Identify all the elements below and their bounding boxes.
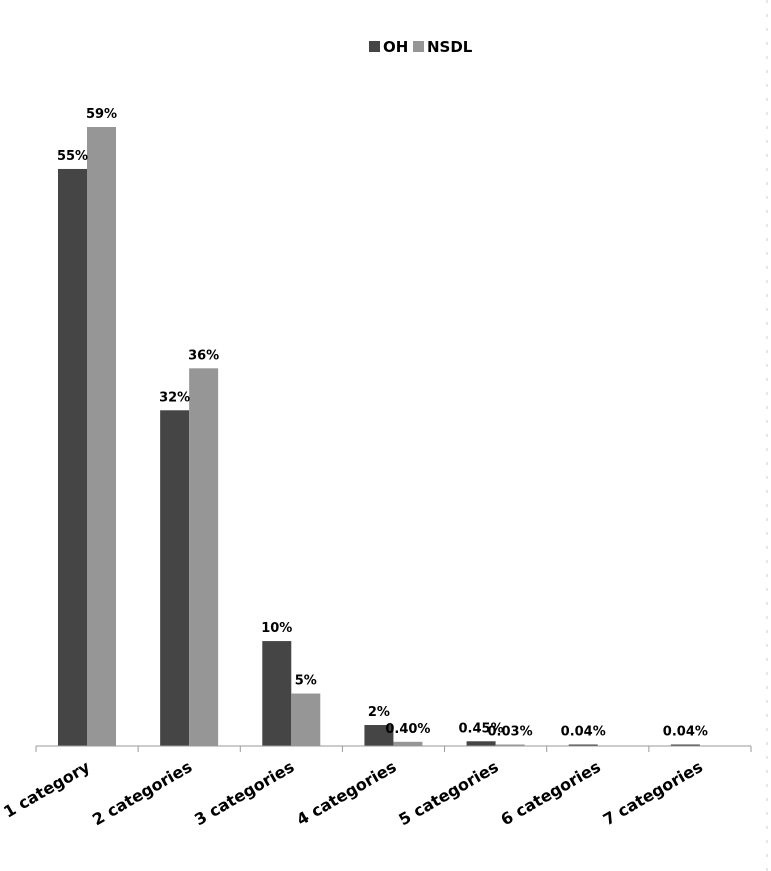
x-tick-label: 6 categories [498,757,604,829]
data-label-oh-7: 0.04% [663,725,708,740]
data-label-nsdl-4: 0.40% [385,722,430,737]
data-label-nsdl-2: 36% [188,348,219,363]
x-tick-label: 7 categories [600,757,706,829]
x-tick-label: 3 categories [191,757,297,829]
bar-oh-4 [364,725,394,746]
data-label-nsdl-3: 5% [295,674,317,689]
bar-oh-1 [58,168,87,747]
data-label-oh-5: 0.45% [459,721,504,736]
bar-oh-6 [568,744,598,746]
bar-nsdl-5 [495,744,525,746]
bar-nsdl-4 [393,741,423,746]
legend: OH NSDL [369,38,473,56]
bar-oh-7 [670,744,700,746]
bar-oh-5 [466,741,496,746]
bar-oh-2 [160,410,190,746]
legend-swatch-nsdl [413,41,424,52]
x-tick-label: 1 category [0,757,93,822]
data-label-oh-6: 0.04% [561,725,606,740]
bar-nsdl-3 [291,693,321,746]
bar-oh-3 [262,641,292,746]
data-label-oh-2: 32% [159,390,190,405]
data-label-nsdl-5: 0.03% [488,725,533,740]
legend-label-oh: OH [383,38,408,56]
bars [58,127,700,747]
bar-nsdl-2 [189,368,219,746]
bar-nsdl-1 [87,127,116,746]
data-label-oh-1: 55% [57,149,88,164]
x-tick-label: 5 categories [395,757,501,829]
legend-swatch-oh [369,41,380,52]
data-label-nsdl-1: 59% [86,107,117,122]
x-tick-label: 4 categories [293,757,399,829]
x-tick-label: 2 categories [89,757,195,829]
value-labels: 55% 32% 10% 2% 0.45% 0.04% 0.04% 59% 36% 5% 0.40% 0… [57,107,708,740]
data-label-oh-4: 2% [368,705,390,720]
data-label-oh-3: 10% [261,621,292,636]
legend-label-nsdl: NSDL [427,38,473,56]
